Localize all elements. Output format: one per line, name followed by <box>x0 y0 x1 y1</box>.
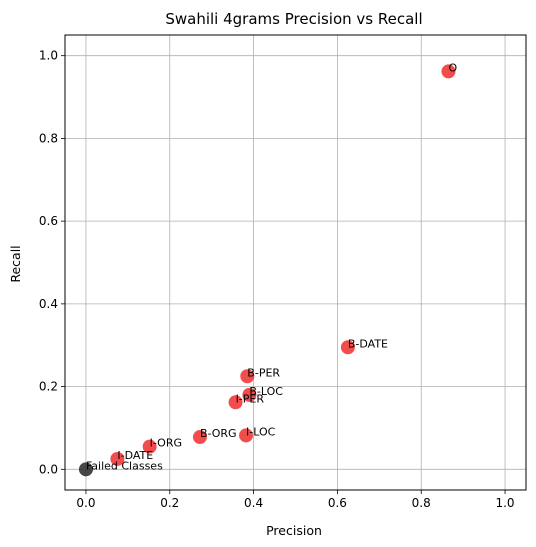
y-tick-label: 0.4 <box>39 297 58 311</box>
data-point <box>239 428 254 443</box>
x-tick-label: 0.8 <box>412 496 431 510</box>
data-point <box>228 395 243 410</box>
point-label: I-LOC <box>246 425 276 438</box>
y-tick-label: 0.8 <box>39 131 58 145</box>
y-axis-label: Recall <box>8 245 23 282</box>
grid-lines <box>65 35 526 490</box>
point-label: B-PER <box>247 366 280 379</box>
data-point <box>340 340 355 355</box>
data-point <box>142 439 157 454</box>
point-label: O <box>448 61 457 74</box>
data-point <box>441 64 456 79</box>
y-tick-label: 0.6 <box>39 214 58 228</box>
data-point <box>240 369 255 384</box>
x-tick-label: 0.0 <box>76 496 95 510</box>
x-tick-label: 0.6 <box>328 496 347 510</box>
data-point <box>78 462 93 477</box>
x-axis-label: Precision <box>266 523 322 538</box>
point-label: B-ORG <box>200 427 237 440</box>
y-tick-label: 1.0 <box>39 49 58 63</box>
x-tick-label: 1.0 <box>495 496 514 510</box>
data-points <box>78 64 456 477</box>
x-tick-label: 0.2 <box>160 496 179 510</box>
data-point <box>110 451 125 466</box>
x-tick-label: 0.4 <box>244 496 263 510</box>
y-tick-label: 0.2 <box>39 380 58 394</box>
chart-title: Swahili 4grams Precision vs Recall <box>165 10 422 28</box>
axis-ticks: 0.0 0.2 0.4 0.6 0.8 1.0 0.0 0.2 0.4 0.6 0.8 1.0 <box>39 49 515 510</box>
data-point <box>242 387 257 402</box>
point-label: I-PER <box>236 392 265 405</box>
point-label: I-ORG <box>150 437 182 450</box>
point-label: B-DATE <box>348 337 388 350</box>
plot-frame <box>64 34 527 491</box>
point-label: B-LOC <box>249 385 283 398</box>
data-point <box>192 430 207 445</box>
y-tick-label: 0.0 <box>39 462 58 476</box>
point-label: Failed Classes <box>86 459 163 472</box>
point-label: I-DATE <box>117 449 153 462</box>
